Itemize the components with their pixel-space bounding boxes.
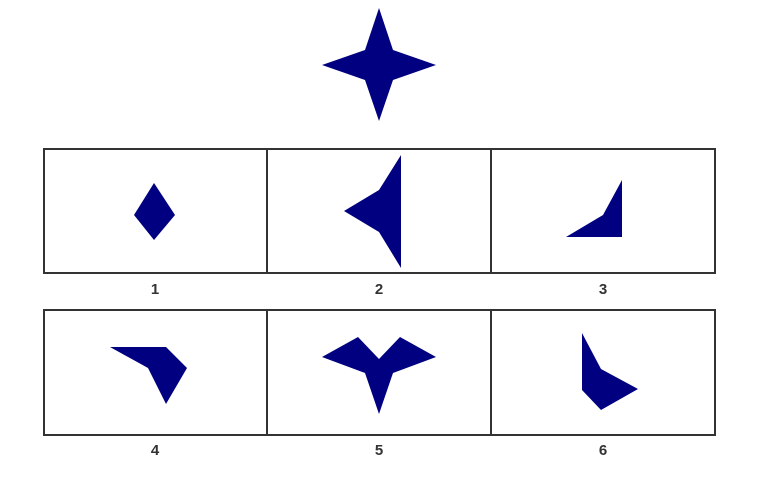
option-6-label: 6 bbox=[599, 442, 607, 459]
option-6[interactable] bbox=[490, 309, 716, 436]
option-2[interactable] bbox=[266, 148, 492, 274]
option-5[interactable] bbox=[266, 309, 492, 436]
angled-piece-icon bbox=[110, 347, 187, 404]
option-3-label: 3 bbox=[599, 281, 607, 298]
option-1[interactable] bbox=[43, 148, 268, 274]
corner-piece-icon bbox=[566, 180, 622, 237]
option-2-label: 2 bbox=[375, 281, 383, 298]
option-5-label: 5 bbox=[375, 442, 383, 459]
option-3[interactable] bbox=[490, 148, 716, 274]
four-point-star-icon bbox=[322, 8, 436, 121]
arrow-piece-icon bbox=[322, 337, 436, 414]
option-4[interactable] bbox=[43, 309, 268, 436]
triangle-piece-icon bbox=[344, 155, 401, 268]
option-1-label: 1 bbox=[151, 281, 159, 298]
option-3-box[interactable] bbox=[490, 148, 716, 274]
option-4-label: 4 bbox=[151, 442, 160, 459]
diamond-piece-icon bbox=[134, 183, 175, 240]
bent-piece-icon bbox=[582, 333, 638, 410]
